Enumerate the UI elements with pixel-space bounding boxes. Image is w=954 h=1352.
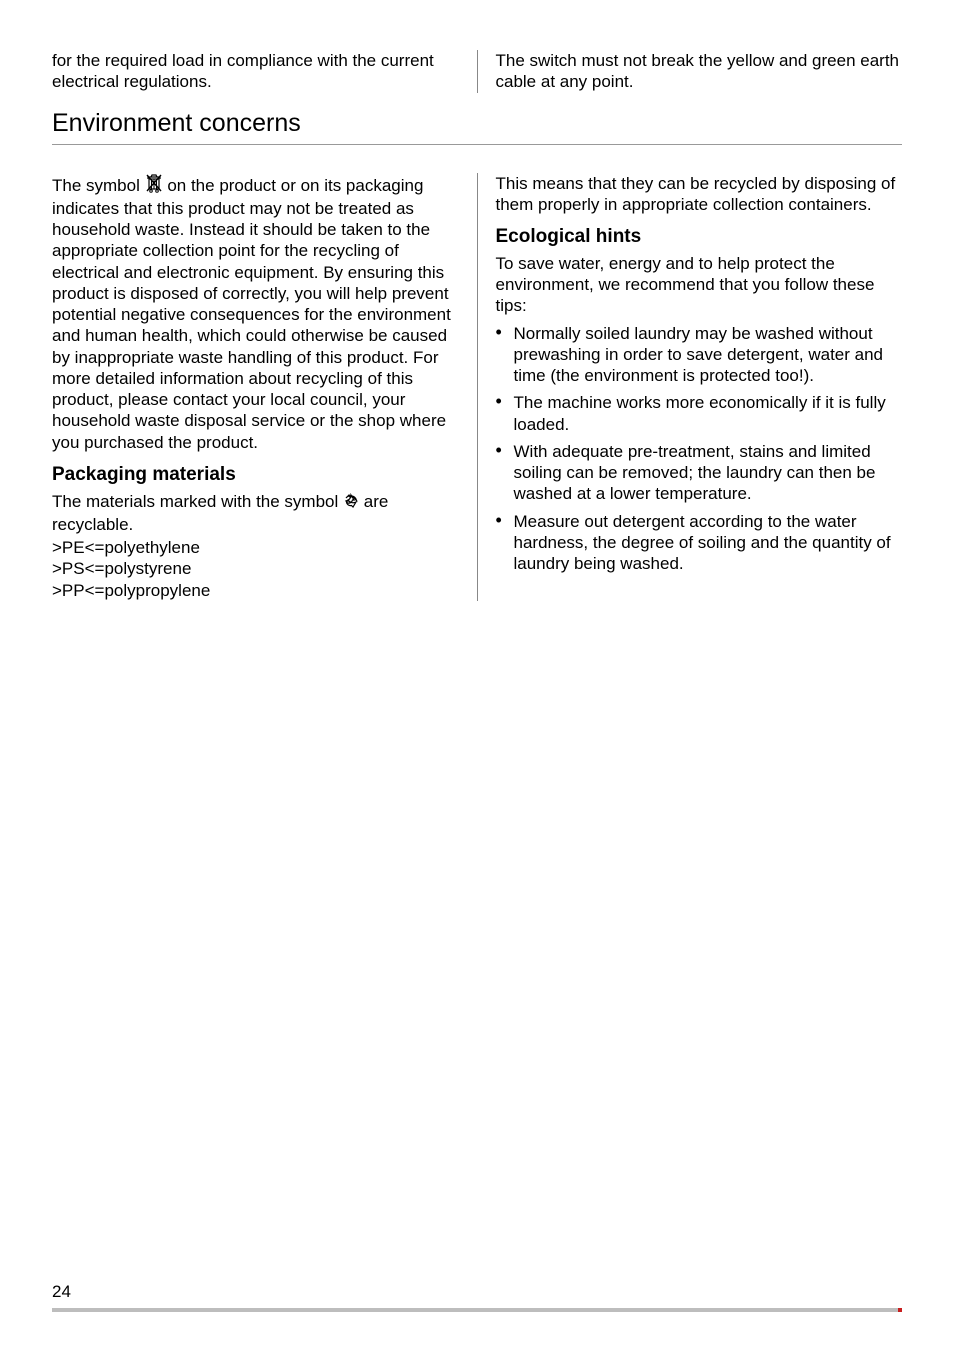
bullet-text: Normally soiled laundry may be washed wi… [514,324,884,386]
packaging-before: The materials marked with the symbol [52,492,343,511]
packaging-line: The materials marked with the symbol are… [52,491,459,536]
recycle-arrows-icon [343,493,359,514]
section-heading: Environment concerns [52,109,902,138]
recycling-para: The symbol on the product or on its pack… [52,173,459,453]
eco-heading: Ecological hints [496,225,903,249]
packaging-pp: >PP<=polypropylene [52,580,459,601]
section-rule [52,144,902,145]
eco-intro: To save water, energy and to help protec… [496,253,903,317]
footer-rule [52,1308,902,1312]
list-item: Measure out detergent according to the w… [496,511,903,575]
page-footer: 24 [52,1282,902,1312]
bullet-text: The machine works more economically if i… [514,393,886,433]
main-right-col: This means that they can be recycled by … [496,173,903,601]
recycling-before: The symbol [52,176,145,195]
eco-bullets: Normally soiled laundry may be washed wi… [496,323,903,575]
main-columns: The symbol on the product or on its pack… [52,173,902,601]
top-columns: for the required load in compliance with… [52,50,902,93]
top-left-text: for the required load in compliance with… [52,51,434,91]
recycling-after: on the product or on its packaging indic… [52,176,451,452]
list-item: Normally soiled laundry may be washed wi… [496,323,903,387]
packaging-pe: >PE<=polyethylene [52,537,459,558]
footer-rule-red [898,1308,902,1312]
weee-bin-icon [145,173,163,198]
packaging-heading: Packaging materials [52,463,459,487]
main-left-col: The symbol on the product or on its pack… [52,173,459,601]
bullet-text: Measure out detergent according to the w… [514,512,891,574]
list-item: With adequate pre-treatment, stains and … [496,441,903,505]
packaging-ps: >PS<=polystyrene [52,558,459,579]
footer-rule-grey [52,1308,898,1312]
column-divider [477,173,478,601]
top-right-text: The switch must not break the yellow and… [496,51,900,91]
list-item: The machine works more economically if i… [496,392,903,435]
right-intro: This means that they can be recycled by … [496,173,903,216]
top-left-col: for the required load in compliance with… [52,50,459,93]
bullet-text: With adequate pre-treatment, stains and … [514,442,876,504]
top-right-col: The switch must not break the yellow and… [496,50,903,93]
column-divider [477,50,478,93]
page-number: 24 [52,1282,902,1302]
